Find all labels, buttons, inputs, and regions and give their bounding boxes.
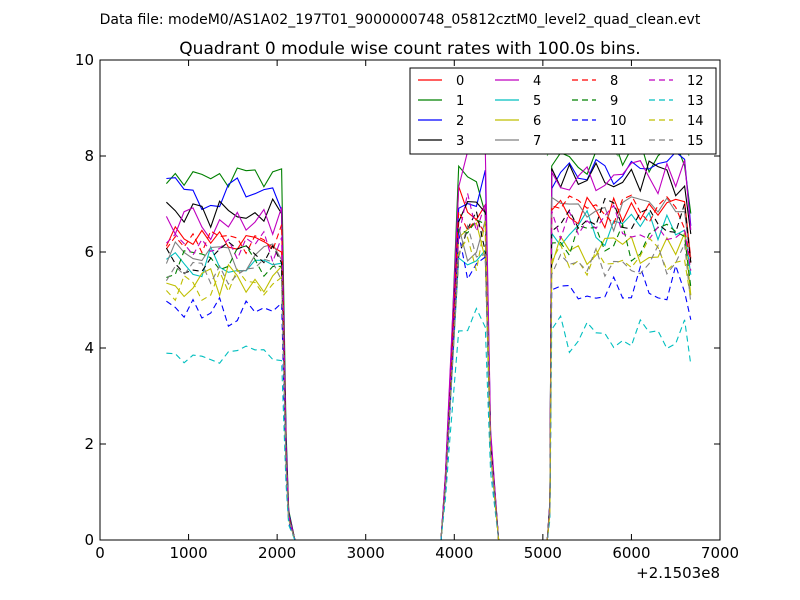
legend-label: 3 xyxy=(456,134,464,149)
legend-label: 15 xyxy=(687,134,704,149)
series-line-7 xyxy=(165,196,692,541)
legend-label: 7 xyxy=(533,134,541,149)
x-tick-label: 4000 xyxy=(435,544,473,562)
plot-frame xyxy=(99,59,721,541)
series-line-10 xyxy=(166,233,692,541)
legend-label: 4 xyxy=(533,74,541,89)
x-axis: 0 1000 2000 3000 4000 5000 6000 7000 xyxy=(95,60,739,562)
legend-label: 13 xyxy=(687,94,704,109)
y-tick-label: 0 xyxy=(84,531,94,549)
y-tick-label: 8 xyxy=(84,147,94,165)
chart-title: Quadrant 0 module wise count rates with … xyxy=(179,39,640,59)
legend-label: 14 xyxy=(687,114,704,129)
series-line-9 xyxy=(166,219,692,541)
legend-label: 8 xyxy=(610,74,618,89)
series-line-6 xyxy=(166,222,692,541)
series-line-8 xyxy=(165,194,692,541)
series-line-13 xyxy=(166,307,692,541)
x-tick-label: 5000 xyxy=(524,544,562,562)
legend-label: 10 xyxy=(610,114,627,129)
x-tick-label: 2000 xyxy=(258,544,296,562)
legend-label: 6 xyxy=(533,114,541,129)
legend-label: 0 xyxy=(456,74,464,89)
legend-label: 11 xyxy=(610,134,627,149)
series-line-15 xyxy=(165,223,692,541)
y-tick-label: 2 xyxy=(84,435,94,453)
x-offset-label: +2.1503e8 xyxy=(636,564,720,582)
x-tick-label: 7000 xyxy=(701,544,739,562)
x-tick-label: 0 xyxy=(95,544,105,562)
series-line-14 xyxy=(165,221,692,541)
plot-lines xyxy=(165,92,692,541)
y-tick-label: 6 xyxy=(84,243,94,261)
series-line-5 xyxy=(166,209,692,541)
y-tick-label: 4 xyxy=(84,339,94,357)
series-line-3 xyxy=(166,160,692,541)
legend-label: 1 xyxy=(456,94,464,109)
legend-label: 5 xyxy=(533,94,541,109)
series-line-12 xyxy=(166,193,692,541)
series-line-1 xyxy=(165,137,692,541)
legend-label: 12 xyxy=(687,74,704,89)
legend-label: 2 xyxy=(456,114,464,129)
x-tick-label: 3000 xyxy=(347,544,385,562)
series-line-11 xyxy=(165,197,692,541)
suptitle: Data file: modeM0/AS1A02_197T01_90000007… xyxy=(100,12,701,28)
series-line-0 xyxy=(165,186,692,541)
legend-label: 9 xyxy=(610,94,618,109)
x-tick-label: 1000 xyxy=(169,544,207,562)
x-tick-label: 6000 xyxy=(612,544,650,562)
y-tick-label: 10 xyxy=(75,51,94,69)
